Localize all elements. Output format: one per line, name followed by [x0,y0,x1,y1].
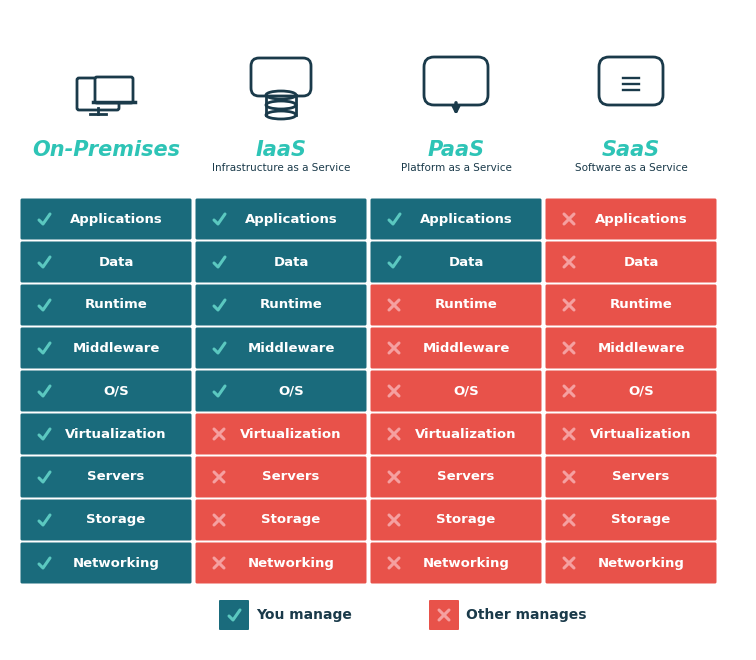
Text: Networking: Networking [597,556,684,570]
FancyBboxPatch shape [429,600,459,630]
FancyBboxPatch shape [219,600,249,630]
FancyBboxPatch shape [546,414,717,455]
FancyBboxPatch shape [370,242,541,282]
Text: Runtime: Runtime [259,298,322,312]
Text: Infrastructure as a Service: Infrastructure as a Service [212,163,350,173]
Text: Applications: Applications [70,213,163,226]
FancyBboxPatch shape [196,242,367,282]
FancyBboxPatch shape [546,457,717,498]
Text: SaaS: SaaS [602,140,660,160]
FancyBboxPatch shape [20,414,191,455]
FancyBboxPatch shape [546,370,717,411]
Text: O/S: O/S [103,385,129,397]
Text: Middleware: Middleware [247,341,335,354]
Text: Storage: Storage [436,513,496,527]
Text: You manage: You manage [256,608,352,622]
Text: Software as a Service: Software as a Service [575,163,687,173]
Text: Middleware: Middleware [73,341,160,354]
FancyBboxPatch shape [370,414,541,455]
Text: Data: Data [98,255,134,269]
FancyBboxPatch shape [370,370,541,411]
Text: Middleware: Middleware [423,341,510,354]
FancyBboxPatch shape [20,242,191,282]
Text: Virtualization: Virtualization [65,428,167,440]
Text: Virtualization: Virtualization [240,428,342,440]
Text: PaaS: PaaS [427,140,485,160]
FancyBboxPatch shape [546,327,717,368]
Text: Networking: Networking [73,556,160,570]
Text: O/S: O/S [628,385,654,397]
FancyBboxPatch shape [370,199,541,240]
Text: Applications: Applications [420,213,513,226]
FancyBboxPatch shape [546,284,717,325]
FancyBboxPatch shape [196,500,367,541]
FancyBboxPatch shape [95,77,133,103]
Text: Platform as a Service: Platform as a Service [401,163,512,173]
FancyBboxPatch shape [370,457,541,498]
FancyBboxPatch shape [546,500,717,541]
Text: Virtualization: Virtualization [590,428,692,440]
Text: Data: Data [623,255,658,269]
Text: Storage: Storage [86,513,146,527]
Text: O/S: O/S [278,385,304,397]
Text: Data: Data [448,255,484,269]
Text: Other manages: Other manages [466,608,587,622]
Text: Applications: Applications [595,213,687,226]
Text: Middleware: Middleware [597,341,685,354]
FancyBboxPatch shape [546,543,717,583]
FancyBboxPatch shape [20,500,191,541]
Text: Runtime: Runtime [609,298,672,312]
FancyBboxPatch shape [20,199,191,240]
Text: Runtime: Runtime [85,298,147,312]
FancyBboxPatch shape [546,242,717,282]
Text: On-Premises: On-Premises [32,140,180,160]
FancyBboxPatch shape [196,457,367,498]
FancyBboxPatch shape [370,327,541,368]
Text: Servers: Servers [87,471,144,484]
Text: Servers: Servers [262,471,320,484]
Text: Data: Data [274,255,308,269]
FancyBboxPatch shape [196,543,367,583]
Text: Servers: Servers [612,471,670,484]
FancyBboxPatch shape [370,284,541,325]
FancyBboxPatch shape [20,543,191,583]
FancyBboxPatch shape [196,327,367,368]
FancyBboxPatch shape [20,327,191,368]
FancyBboxPatch shape [20,284,191,325]
FancyBboxPatch shape [196,284,367,325]
Text: Virtualization: Virtualization [415,428,517,440]
Text: IaaS: IaaS [256,140,306,160]
FancyBboxPatch shape [196,414,367,455]
FancyBboxPatch shape [370,543,541,583]
FancyBboxPatch shape [20,370,191,411]
Text: O/S: O/S [453,385,479,397]
Text: Runtime: Runtime [435,298,497,312]
FancyBboxPatch shape [196,370,367,411]
Text: Servers: Servers [437,471,494,484]
Text: Storage: Storage [262,513,321,527]
Text: Applications: Applications [245,213,337,226]
FancyBboxPatch shape [370,500,541,541]
FancyBboxPatch shape [546,199,717,240]
FancyBboxPatch shape [20,457,191,498]
Text: Networking: Networking [423,556,510,570]
FancyBboxPatch shape [196,199,367,240]
Text: Storage: Storage [612,513,671,527]
Text: Networking: Networking [247,556,334,570]
